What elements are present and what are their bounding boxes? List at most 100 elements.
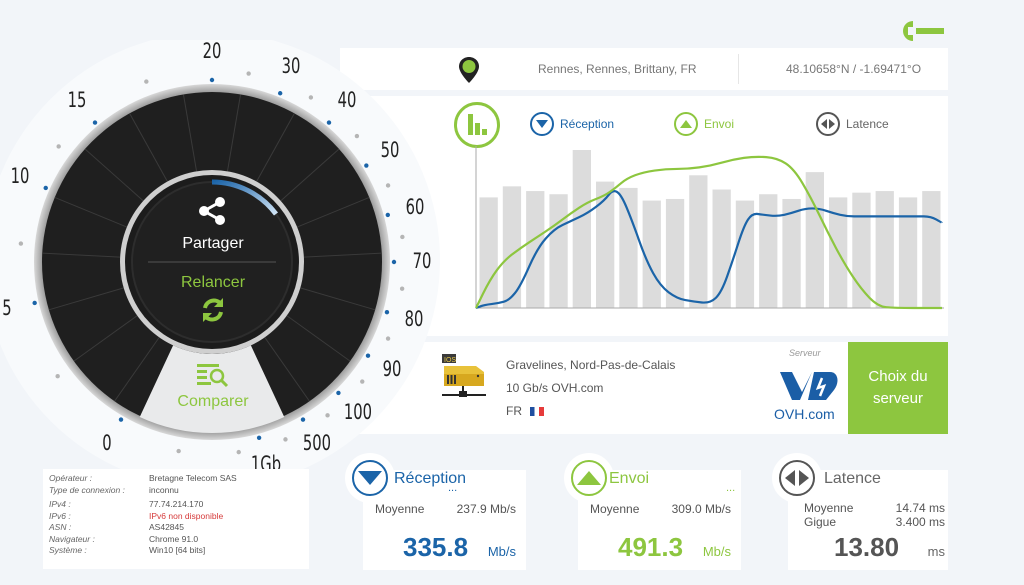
chart-toggle-button[interactable] — [454, 102, 500, 148]
info-key: ASN : — [49, 522, 72, 532]
info-key: Système : — [49, 545, 87, 555]
info-value: IPv6 non disponible — [149, 510, 224, 521]
server-country-code: FR — [506, 404, 522, 418]
legend-latency[interactable]: Latence — [816, 112, 889, 136]
gauge-scale-label: 500 — [302, 430, 332, 455]
location-coordinates: 48.10658°N / -1.69471°O — [786, 62, 922, 76]
map-pin-icon — [459, 57, 479, 83]
gauge-scale-label: 20 — [202, 39, 222, 63]
share-icon — [199, 197, 225, 225]
latency-jitter-value: 3.400 ms — [895, 515, 945, 529]
download-icon — [530, 112, 554, 136]
info-value: 77.74.214.170 — [149, 499, 204, 509]
download-result-card: ... Moyenne 237.9 Mb/s 335.8 Mb/s — [363, 470, 526, 570]
ovh-logo-icon — [780, 372, 838, 400]
latency-jitter-label: Gigue — [804, 515, 837, 529]
restart-label: Relancer — [180, 274, 246, 291]
choose-server-button[interactable]: Choix du serveur — [848, 342, 948, 434]
latency-icon-wrap — [772, 453, 822, 503]
latency-bar — [526, 191, 545, 308]
download-title: Réception — [394, 470, 467, 487]
info-value: Bretagne Telecom SAS — [149, 473, 237, 483]
gauge-scale-label: 50 — [380, 137, 400, 162]
chart-axis — [475, 146, 944, 309]
choose-server-label-2: serveur — [872, 390, 923, 407]
info-key: Type de connexion : — [49, 484, 125, 495]
download-icon — [352, 460, 388, 496]
info-key: IPv6 : — [49, 510, 71, 521]
download-more-button[interactable]: ... — [448, 482, 458, 494]
location-city: Rennes, Rennes, Brittany, FR — [538, 62, 697, 76]
info-value: Chrome 91.0 — [149, 533, 199, 544]
upload-value: 491.3 — [618, 532, 684, 562]
legend-upload-label: Envoi — [704, 117, 735, 131]
upload-more-button[interactable]: ... — [726, 482, 736, 494]
latency-title: Latence — [824, 470, 881, 487]
compare-button[interactable]: Comparer — [165, 362, 261, 411]
gauge-scale-label: 100 — [343, 400, 372, 425]
compare-list-search-icon — [197, 364, 229, 388]
wrench-icon[interactable] — [902, 20, 944, 42]
latency-unit: ms — [927, 544, 945, 559]
latency-bar — [572, 150, 591, 308]
latency-bar — [619, 187, 638, 308]
location-bar: Rennes, Rennes, Brittany, FR 48.10658°N … — [340, 48, 948, 90]
choose-server-label-1: Choix du — [868, 368, 928, 385]
legend-download[interactable]: Réception — [530, 112, 614, 136]
upload-unit: Mb/s — [702, 544, 731, 559]
latency-icon — [816, 112, 840, 136]
info-key: IPv4 : — [49, 499, 71, 509]
info-value: Win10 [64 bits] — [149, 545, 206, 555]
chart-panel: Réception Envoi Latence — [340, 96, 948, 336]
gauge-scale-label: 40 — [337, 88, 357, 113]
download-line — [475, 190, 943, 310]
latency-result-card: Moyenne 14.74 ms Gigue 3.400 ms 13.80 ms — [788, 470, 948, 570]
upload-title: Envoi — [609, 470, 650, 487]
upload-icon — [674, 112, 698, 136]
restart-button[interactable]: Relancer — [168, 274, 258, 331]
download-unit: Mb/s — [487, 544, 516, 559]
info-row: IPv6 : IPv6 non disponible — [49, 511, 303, 523]
latency-value: 13.80 — [834, 532, 900, 562]
info-row: Navigateur : Chrome 91.0 — [49, 534, 303, 546]
latency-bar — [898, 197, 918, 308]
server-panel: IOS Gravelines, Nord-Pas-de-Calais 10 Gb… — [340, 342, 848, 434]
info-row: IPv4 : 77.74.214.170 — [49, 499, 303, 511]
share-label: Partager — [182, 235, 244, 252]
divider — [738, 54, 739, 84]
svg-text:IOS: IOS — [444, 357, 456, 364]
download-icon-wrap — [345, 453, 395, 503]
info-key: Navigateur : — [49, 533, 95, 544]
gauge-scale-label: 90 — [382, 357, 402, 382]
refresh-icon — [203, 298, 223, 322]
server-country: FR — [506, 404, 544, 418]
server-icon: IOS — [442, 354, 486, 397]
bar-chart-icon — [468, 114, 487, 135]
upload-icon — [571, 460, 607, 496]
info-value: inconnu — [149, 484, 179, 495]
latency-bar — [782, 198, 801, 308]
server-location: Gravelines, Nord-Pas-de-Calais — [506, 358, 676, 372]
upload-line — [475, 155, 942, 310]
info-row: Opérateur : Bretagne Telecom SAS — [49, 473, 303, 485]
latency-bar — [642, 200, 661, 308]
speed-gauge — [0, 40, 440, 470]
ovh-logo-text: OVH.com — [774, 406, 835, 422]
latency-bar — [596, 181, 615, 308]
share-button[interactable]: Partager — [168, 194, 258, 253]
gauge-scale-label: 80 — [404, 306, 424, 331]
latency-avg-value: 14.74 ms — [895, 501, 945, 515]
info-key: Opérateur : — [49, 473, 92, 483]
compare-wedge[interactable] — [139, 345, 285, 434]
legend-latency-label: Latence — [846, 117, 889, 131]
latency-bar — [689, 175, 708, 308]
legend-download-label: Réception — [560, 117, 615, 131]
latency-bar — [502, 186, 522, 308]
info-row: Type de connexion : inconnu — [49, 485, 303, 497]
latency-bar — [922, 191, 941, 308]
latency-bar — [549, 194, 568, 308]
latency-bar — [852, 192, 871, 308]
download-avg-label: Moyenne — [375, 502, 425, 516]
legend-upload[interactable]: Envoi — [674, 112, 734, 136]
compare-label: Comparer — [177, 393, 249, 410]
